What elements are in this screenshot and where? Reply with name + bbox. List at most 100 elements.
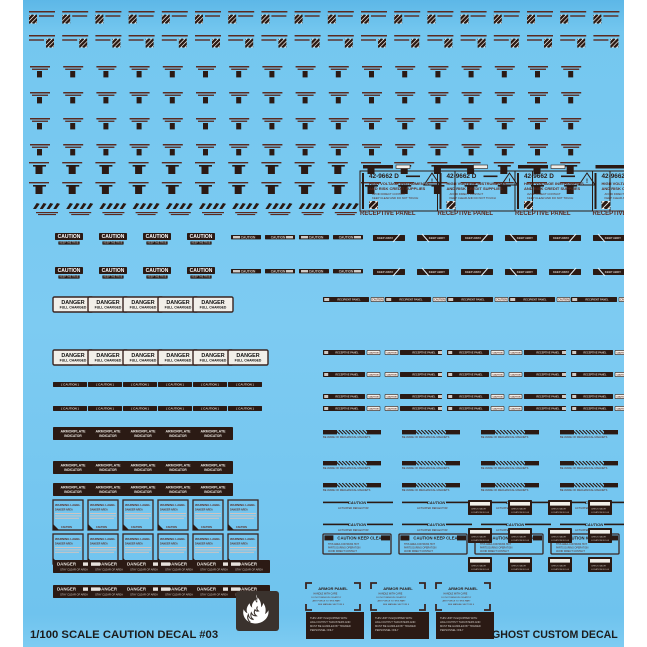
svg-text:CAUTION: CAUTION [434, 298, 445, 301]
svg-text:CAUTION: CAUTION [309, 269, 324, 273]
svg-text:KEEP THE TRUE: KEEP THE TRUE [60, 242, 79, 245]
svg-text:AVOID DIRECT CONTACT: AVOID DIRECT CONTACT [556, 550, 585, 553]
svg-text:CHECK VALVE: CHECK VALVE [471, 507, 487, 510]
svg-text:DANGER: DANGER [168, 586, 188, 591]
svg-text:FULL CHARGED: FULL CHARGED [130, 305, 157, 309]
svg-text:AVOID DIRECT CONTACT: AVOID DIRECT CONTACT [404, 550, 433, 553]
svg-text:INDICATOR: INDICATOR [204, 468, 222, 472]
svg-text:DANGER AREA: DANGER AREA [125, 508, 143, 511]
svg-text:MUST BE HANDLED BY TRAINED: MUST BE HANDLED BY TRAINED [440, 624, 481, 628]
svg-text:[ CAUTION ]: [ CAUTION ] [166, 383, 183, 387]
svg-text:LOCATION NO.04: LOCATION NO.04 [511, 511, 530, 514]
svg-text:CAUTION: CAUTION [201, 526, 212, 529]
svg-text:CAUTION: CAUTION [617, 373, 624, 376]
svg-text:LOCATION NO.04: LOCATION NO.04 [511, 539, 530, 542]
svg-text:CAUTION: CAUTION [369, 407, 379, 410]
svg-text:[ CAUTION ]: [ CAUTION ] [166, 407, 183, 411]
svg-text:ACTIVATED REFLECTOR: ACTIVATED REFLECTOR [338, 506, 369, 510]
svg-text:CAUTION: CAUTION [96, 526, 107, 529]
svg-text:RECEPTIVE PANEL: RECEPTIVE PANEL [335, 374, 359, 377]
svg-text:RECIPIENT PANEL: RECIPIENT PANEL [523, 298, 547, 302]
svg-text:RECEPTIVE PANEL: RECEPTIVE PANEL [335, 408, 359, 411]
svg-text:[ CAUTION ]: [ CAUTION ] [61, 407, 78, 411]
svg-text:DANGER AREA: DANGER AREA [55, 508, 73, 511]
svg-text:KEEP THE TRUE: KEEP THE TRUE [104, 242, 123, 245]
svg-text:BE WARE OF MECHANICAL MAGNETS: BE WARE OF MECHANICAL MAGNETS [560, 435, 608, 439]
svg-text:42-9662 D: 42-9662 D [524, 173, 554, 180]
svg-text:RECEPTIVE PANEL: RECEPTIVE PANEL [412, 374, 436, 377]
svg-text:CAUTION: CAUTION [493, 407, 503, 410]
svg-text:LOCATION NO.04: LOCATION NO.04 [591, 539, 610, 542]
svg-text:KEEP AWAY: KEEP AWAY [605, 270, 621, 274]
svg-text:CHECK VALVE: CHECK VALVE [511, 535, 527, 538]
svg-text:INDICATOR: INDICATOR [204, 490, 222, 494]
svg-text:ARMORPLATE: ARMORPLATE [165, 485, 191, 489]
svg-text:KEEP AWAY: KEEP AWAY [605, 236, 621, 240]
svg-text:FULL CHARGED: FULL CHARGED [200, 358, 227, 362]
svg-text:RECEPTIVE PANEL: RECEPTIVE PANEL [412, 396, 436, 399]
svg-text:WARNING LABEL: WARNING LABEL [90, 503, 115, 507]
svg-text:ARMORPLATE: ARMORPLATE [165, 429, 191, 433]
svg-text:INDICATOR: INDICATOR [99, 434, 117, 438]
svg-text:ARMORPLATE: ARMORPLATE [95, 485, 121, 489]
svg-text:CAUTION: CAUTION [146, 234, 169, 240]
svg-text:CAUTION: CAUTION [387, 351, 397, 354]
svg-text:CAUTION: CAUTION [348, 500, 366, 505]
svg-text:CHECK VALVE: CHECK VALVE [471, 535, 487, 538]
svg-text:FULL CHARGED: FULL CHARGED [200, 305, 227, 309]
svg-text:PERSONNEL ONLY: PERSONNEL ONLY [440, 628, 464, 632]
svg-text:AND RISK CREDIT SUPPLIES: AND RISK CREDIT SUPPLIES [602, 186, 625, 191]
svg-text:CHECK VALVE: CHECK VALVE [511, 507, 527, 510]
svg-text:CAUTION: CAUTION [190, 268, 213, 274]
svg-text:MUST BE HANDLED BY TRAINED: MUST BE HANDLED BY TRAINED [310, 624, 351, 628]
svg-text:BE WARE OF MECHANICAL MAGNETS: BE WARE OF MECHANICAL MAGNETS [560, 488, 608, 492]
svg-text:CAUTION: CAUTION [58, 234, 81, 240]
svg-text:CAUTION: CAUTION [236, 526, 247, 529]
svg-text:ARMOR PANEL: ARMOR PANEL [383, 586, 413, 591]
svg-text:DANGER AREA: DANGER AREA [195, 508, 213, 511]
svg-text:KEEP THE TRUE: KEEP THE TRUE [148, 242, 167, 245]
svg-text:CAUTION: CAUTION [387, 373, 397, 376]
svg-text:RECEPTIVE PANEL: RECEPTIVE PANEL [459, 374, 483, 377]
svg-text:!: ! [586, 179, 588, 185]
svg-text:KEEP AWAY: KEEP AWAY [517, 236, 533, 240]
svg-text:BE WARE OF MECHANICAL MAGNETS: BE WARE OF MECHANICAL MAGNETS [560, 466, 608, 470]
svg-text:ARMORPLATE: ARMORPLATE [130, 463, 156, 467]
svg-text:CAUTION: CAUTION [166, 526, 177, 529]
svg-text:RECIPIENT PANEL: RECIPIENT PANEL [585, 298, 609, 302]
svg-text:WARNING LABEL: WARNING LABEL [230, 537, 255, 541]
svg-text:FULL CHARGED: FULL CHARGED [95, 305, 122, 309]
svg-text:AND RISK CREDIT SUPPLIES: AND RISK CREDIT SUPPLIES [524, 186, 581, 191]
svg-text:KEEP CLEAR AND DO NOT TOUCH: KEEP CLEAR AND DO NOT TOUCH [372, 196, 418, 200]
svg-text:DANGER: DANGER [197, 561, 217, 566]
svg-text:ARMORPLATE: ARMORPLATE [60, 429, 86, 433]
svg-text:DANGER AREA: DANGER AREA [230, 508, 248, 511]
svg-text:AND RISK CREDIT SUPPLIES: AND RISK CREDIT SUPPLIES [447, 186, 504, 191]
svg-text:DANGER AREA: DANGER AREA [90, 508, 108, 511]
svg-text:DANGER AREA: DANGER AREA [55, 542, 73, 545]
svg-text:CHECK VALVE: CHECK VALVE [551, 564, 567, 567]
svg-text:STAY CLEAR OF AREA: STAY CLEAR OF AREA [200, 592, 228, 596]
svg-text:ARMORPLATE: ARMORPLATE [60, 485, 86, 489]
svg-text:LOCATION NO.04: LOCATION NO.04 [551, 511, 570, 514]
svg-text:[ CAUTION ]: [ CAUTION ] [201, 407, 218, 411]
svg-text:DANGER: DANGER [168, 561, 188, 566]
svg-text:CAUTION KEEP CLEAR: CAUTION KEEP CLEAR [413, 536, 460, 541]
svg-text:CAUTION: CAUTION [58, 268, 81, 274]
svg-text:CAUTION: CAUTION [369, 395, 379, 398]
svg-text:CAUTION: CAUTION [387, 407, 397, 410]
svg-text:LOCATION NO.04: LOCATION NO.04 [591, 568, 610, 571]
svg-text:CHECK VALVE: CHECK VALVE [591, 564, 607, 567]
svg-text:CHECK VALVE: CHECK VALVE [471, 564, 487, 567]
svg-text:RECEPTIVE PANEL: RECEPTIVE PANEL [583, 352, 607, 355]
svg-text:KEEP AWAY: KEEP AWAY [553, 270, 569, 274]
svg-text:CAUTION: CAUTION [372, 298, 383, 301]
svg-text:CAUTION: CAUTION [339, 235, 354, 239]
svg-text:ARMORPLATE: ARMORPLATE [60, 463, 86, 467]
svg-text:STAY CLEAR OF AREA: STAY CLEAR OF AREA [130, 592, 158, 596]
svg-text:RECEPTIVE PANEL: RECEPTIVE PANEL [583, 408, 607, 411]
svg-text:ARMOR PANEL: ARMOR PANEL [318, 586, 348, 591]
svg-text:DANGER: DANGER [127, 586, 147, 591]
svg-text:[ CAUTION ]: [ CAUTION ] [236, 383, 253, 387]
svg-text:AND RISK CREDIT SUPPLIES: AND RISK CREDIT SUPPLIES [369, 186, 426, 191]
